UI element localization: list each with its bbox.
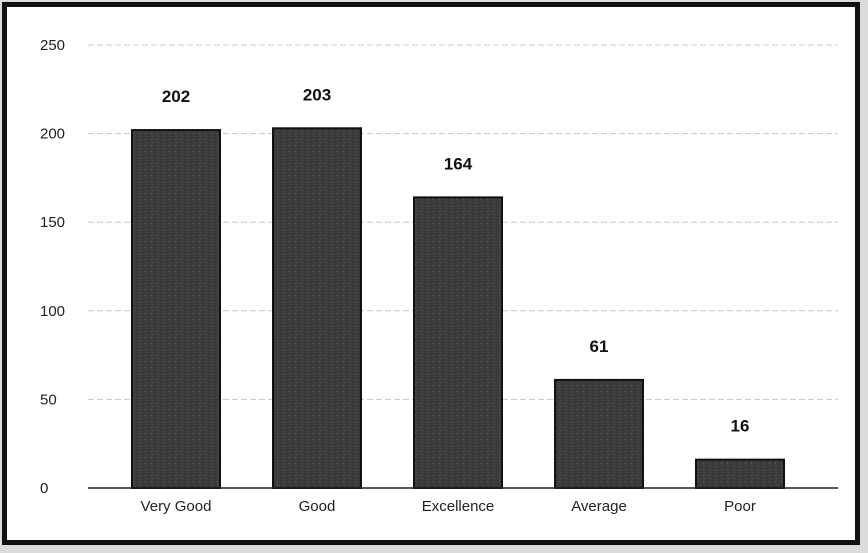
bar-poor bbox=[695, 458, 785, 490]
y-tick-label-250: 250 bbox=[40, 37, 65, 54]
bars bbox=[131, 127, 785, 490]
data-label-average: 61 bbox=[590, 337, 609, 356]
y-tick-label-150: 150 bbox=[40, 214, 65, 231]
data-label-excellence: 164 bbox=[444, 154, 473, 173]
data-label-poor: 16 bbox=[731, 417, 750, 436]
bar-very-good bbox=[131, 129, 221, 489]
data-label-very-good: 202 bbox=[162, 87, 190, 106]
y-tick-label-200: 200 bbox=[40, 126, 65, 143]
y-tick-label-100: 100 bbox=[40, 303, 65, 320]
data-labels: 202 203 164 61 16 bbox=[162, 85, 750, 435]
bar-good bbox=[272, 127, 362, 489]
data-label-good: 203 bbox=[303, 85, 331, 104]
bar-average bbox=[554, 378, 644, 489]
category-label-very-good: Very Good bbox=[141, 498, 212, 515]
bar-excellence bbox=[413, 196, 503, 489]
y-tick-label-50: 50 bbox=[40, 391, 57, 408]
x-axis-categories: Very Good Good Excellence Average Poor bbox=[141, 498, 756, 515]
y-tick-label-0: 0 bbox=[40, 480, 48, 497]
category-label-good: Good bbox=[299, 498, 336, 515]
category-label-excellence: Excellence bbox=[422, 498, 495, 515]
y-axis-ticks: 0 50 100 150 200 250 bbox=[40, 37, 65, 497]
category-label-poor: Poor bbox=[724, 498, 756, 515]
category-label-average: Average bbox=[571, 498, 627, 515]
